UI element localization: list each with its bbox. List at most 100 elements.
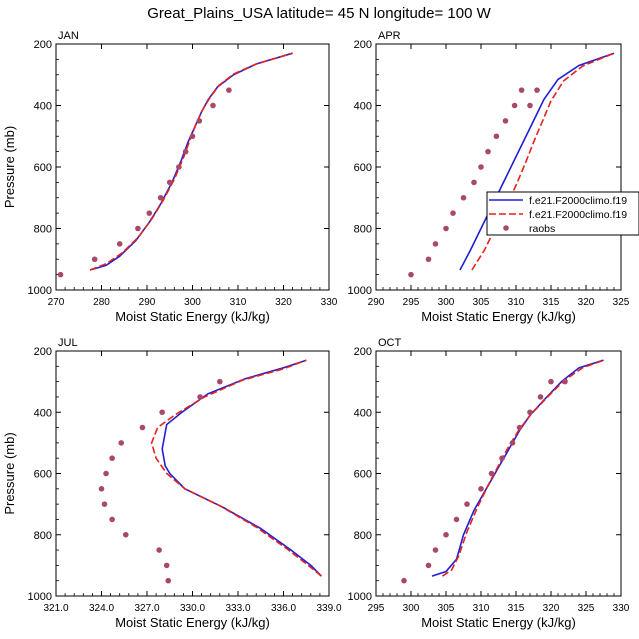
legend-box: [486, 191, 639, 236]
obs-point: [443, 531, 449, 538]
obs-point: [139, 424, 146, 431]
x-tick-label: 330.0: [180, 603, 205, 614]
obs-point: [401, 577, 407, 584]
x-tick-label: 321.0: [43, 603, 68, 614]
obs-point: [210, 102, 216, 109]
x-tick-label: 339.0: [316, 603, 341, 614]
obs-point: [217, 378, 223, 385]
x-tick-label: 325: [613, 297, 630, 308]
x-tick-label: 336.0: [271, 603, 296, 614]
obs-point: [488, 470, 495, 477]
x-tick-label: 290: [368, 297, 385, 308]
obs-point: [122, 531, 129, 538]
obs-point: [109, 516, 115, 523]
obs-point: [443, 225, 449, 232]
obs-point: [478, 164, 484, 170]
obs-point: [493, 133, 500, 140]
x-tick-label: 305: [438, 603, 455, 614]
x-tick-label: 333.0: [225, 603, 250, 614]
model-line-dashed: [150, 359, 322, 577]
legend: f.e21.F2000climo.f19 f.e21.F2000climo.f19…: [486, 191, 639, 236]
x-tick-label: 310: [508, 297, 525, 308]
x-tick-label: 300: [438, 297, 455, 308]
plot-frame: [55, 43, 330, 291]
x-tick-label: 295: [403, 297, 420, 308]
x-axis-label: Moist Static Energy (kJ/kg): [421, 309, 576, 324]
obs-point: [509, 440, 516, 446]
obs-point: [163, 562, 170, 569]
panel-apr: APR 290 295 300 305 310 315 320 325 200 400 600 800 1…: [348, 30, 630, 324]
obs-point: [103, 470, 109, 477]
legend-item: f.e21.F2000climo.f19: [489, 195, 627, 207]
model-line-solid: [89, 52, 293, 271]
x-tick-label: 305: [473, 297, 490, 308]
obs-point: [226, 87, 232, 93]
model-line-solid: [431, 359, 604, 577]
obs-point: [408, 271, 414, 278]
panel-jan: JAN 270 280 290 300 310 320 330 200 400 600 800 1000…: [2, 30, 338, 324]
obs-point: [527, 409, 533, 416]
y-tick-label: 1000: [28, 285, 52, 297]
obs-point: [548, 378, 554, 385]
obs-point: [432, 241, 439, 247]
obs-point: [197, 394, 203, 400]
legend-label: raobs: [529, 223, 555, 235]
obs-point: [518, 87, 525, 93]
obs-point: [425, 256, 432, 263]
obs-point: [98, 486, 105, 492]
y-tick-label: 400: [354, 101, 372, 113]
obs-point: [460, 194, 467, 201]
x-tick-label: 290: [139, 297, 156, 308]
obs-point: [471, 179, 477, 186]
obs-point: [485, 148, 491, 155]
panel-label: JAN: [58, 30, 79, 42]
obs-point: [432, 547, 439, 553]
x-tick-label: 270: [48, 297, 65, 308]
y-tick-label: 600: [354, 469, 372, 481]
obs-point: [109, 455, 115, 461]
panel-label: APR: [378, 30, 401, 42]
obs-point: [478, 486, 484, 492]
y-tick-label: 800: [354, 224, 372, 236]
y-tick-label: 600: [34, 162, 52, 174]
obs-point: [146, 210, 153, 216]
obs-point: [165, 577, 172, 584]
y-tick-label: 800: [354, 530, 372, 542]
obs-point: [464, 501, 470, 507]
x-tick-label: 315: [508, 603, 525, 614]
y-tick-label: 400: [34, 101, 52, 113]
x-tick-label: 320: [275, 297, 292, 308]
obs-point: [116, 241, 123, 247]
obs-point: [511, 102, 518, 109]
obs-point: [196, 118, 203, 124]
obs-point: [101, 501, 108, 507]
y-tick-label: 200: [354, 346, 372, 358]
model-line-dashed: [471, 52, 615, 271]
legend-item: raobs: [503, 223, 555, 235]
obs-point: [135, 225, 141, 232]
y-tick-label: 1000: [28, 591, 52, 603]
y-tick-label: 600: [34, 469, 52, 481]
model-line-solid: [161, 359, 322, 577]
x-tick-label: 325: [578, 603, 595, 614]
model-line-dashed: [442, 359, 604, 577]
panel-jul: JUL 321.0 324.0 327.0 330.0 333.0 336.0 339.0 20…: [2, 337, 342, 630]
y-tick-label: 800: [34, 530, 52, 542]
x-axis-label: Moist Static Energy (kJ/kg): [115, 615, 270, 630]
y-tick-label: 800: [34, 224, 52, 236]
x-tick-label: 310: [473, 603, 490, 614]
x-tick-label: 280: [93, 297, 110, 308]
obs-point: [450, 210, 456, 216]
legend-label: f.e21.F2000climo.f19: [529, 209, 627, 221]
y-tick-label: 1000: [348, 285, 372, 297]
legend-label: f.e21.F2000climo.f19: [529, 195, 627, 207]
obs-point: [182, 148, 189, 155]
obs-point: [91, 256, 98, 263]
obs-point: [157, 194, 164, 201]
obs-point: [159, 409, 165, 416]
panel-oct: OCT 295 300 305 310 315 320 325 330 200 400 600 800 1…: [348, 337, 630, 630]
y-tick-label: 200: [354, 39, 372, 51]
x-axis-label: Moist Static Energy (kJ/kg): [115, 309, 270, 324]
panel-label: OCT: [378, 337, 402, 349]
y-tick-label: 600: [354, 162, 372, 174]
